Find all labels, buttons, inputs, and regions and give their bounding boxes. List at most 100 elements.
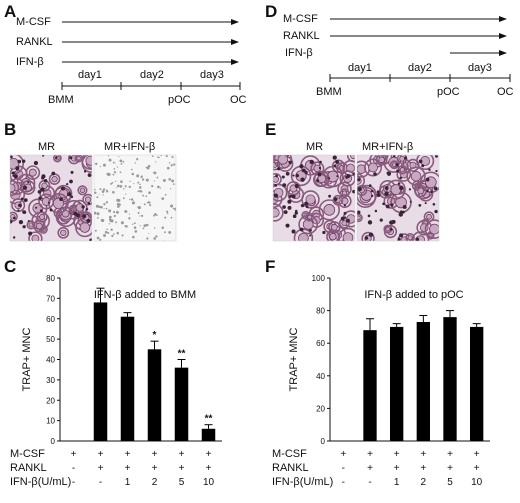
chart-f-y-tick-label: 20 bbox=[316, 404, 325, 413]
chart-f-row-marker: + bbox=[394, 449, 400, 460]
micrograph-b-mr-label: MR bbox=[38, 141, 55, 153]
chart-c-row-marker: 1 bbox=[125, 477, 131, 488]
chart-c-y-tick-label: 0 bbox=[51, 437, 56, 446]
chart-f-row-marker: - bbox=[342, 463, 345, 474]
chart-c-row-marker: + bbox=[98, 463, 104, 474]
timeline-d-day2: day2 bbox=[408, 62, 432, 74]
timeline-a-bmm: BMM bbox=[48, 94, 74, 106]
chart-f-row-marker: + bbox=[420, 463, 426, 474]
micrograph-e-mr-label: MR bbox=[306, 141, 323, 153]
micrograph-e-mr bbox=[272, 154, 356, 242]
chart-c-row-marker: + bbox=[152, 463, 158, 474]
chart-f-y-tick-label: 80 bbox=[316, 307, 325, 316]
chart-c-row-marker: + bbox=[179, 463, 185, 474]
chart-c-significance: * bbox=[153, 330, 157, 341]
chart-c-row-marker: + bbox=[125, 449, 131, 460]
timeline-a-day3: day3 bbox=[200, 69, 224, 81]
chart-f-row-label-mcsf: M-CSF bbox=[272, 448, 307, 460]
chart-c-bar bbox=[174, 367, 189, 441]
timeline-d-bmm: BMM bbox=[316, 86, 342, 98]
chart-c-bar bbox=[120, 316, 135, 441]
chart-f-bar bbox=[470, 326, 484, 441]
timeline-a-rankl-label: RANKL bbox=[16, 36, 53, 48]
chart-f-row-marker: + bbox=[367, 463, 373, 474]
chart-c: 0 10 20 30 40 50 60 70 80 TRAP+ MNC IFN-β added to… bbox=[10, 274, 222, 488]
chart-c-row-marker: + bbox=[206, 463, 212, 474]
chart-c-row-marker: - bbox=[72, 463, 75, 474]
panel-label-f: F bbox=[265, 257, 275, 276]
chart-f-row-marker: 5 bbox=[447, 477, 453, 488]
chart-c-y-tick-label: 80 bbox=[46, 274, 55, 283]
chart-f-y-tick-label: 40 bbox=[316, 372, 325, 381]
chart-f-row-marker: + bbox=[447, 449, 453, 460]
timeline-d-poc: pOC bbox=[437, 86, 460, 98]
chart-f-row-marker: - bbox=[368, 477, 371, 488]
chart-c-row-marker: - bbox=[72, 477, 75, 488]
chart-c-row-marker: 2 bbox=[152, 477, 158, 488]
chart-f-y-tick-label: 0 bbox=[321, 437, 326, 446]
micrograph-b-mr-ifn bbox=[93, 154, 177, 242]
chart-c-bar bbox=[147, 349, 162, 441]
timeline-d-ifn-label: IFN-β bbox=[285, 47, 313, 59]
chart-f-annotation: IFN-β added to pOC bbox=[364, 289, 463, 301]
panel-label-c: C bbox=[4, 257, 16, 276]
chart-f-row-marker: 1 bbox=[394, 477, 400, 488]
micrograph-b-mr bbox=[9, 154, 93, 242]
chart-f-row-marker: 10 bbox=[471, 477, 483, 488]
timeline-d-rankl-label: RANKL bbox=[283, 30, 320, 42]
chart-f: 0 20 40 60 80 100 TRAP+ MNC IFN-β added to pOC M… bbox=[272, 274, 490, 488]
chart-c-row-marker: 10 bbox=[203, 477, 215, 488]
panel-label-a: A bbox=[4, 2, 16, 21]
timeline-a-oc: OC bbox=[230, 94, 247, 106]
chart-f-row-marker: + bbox=[394, 463, 400, 474]
chart-f-row-marker: + bbox=[420, 449, 426, 460]
chart-c-row-marker: - bbox=[99, 477, 102, 488]
chart-c-y-tick-label: 40 bbox=[46, 356, 55, 365]
timeline-a-day2: day2 bbox=[140, 69, 164, 81]
micrograph-e-mr-ifn bbox=[356, 154, 440, 242]
panel-label-e: E bbox=[265, 120, 276, 139]
chart-c-y-tick-label: 30 bbox=[46, 376, 55, 385]
timeline-a-ifn-label: IFN-β bbox=[16, 56, 44, 68]
chart-f-bar bbox=[363, 330, 377, 441]
timeline-d-mcsf-label: M-CSF bbox=[283, 13, 318, 25]
timeline-d-oc: OC bbox=[497, 86, 514, 98]
chart-c-row-marker: + bbox=[152, 449, 158, 460]
chart-c-row-marker: + bbox=[71, 449, 77, 460]
chart-f-row-label-ifn: IFN-β(U/mL) bbox=[272, 476, 333, 488]
chart-f-bar bbox=[443, 317, 457, 441]
panel-label-d: D bbox=[265, 2, 277, 21]
chart-f-y-tick-label: 60 bbox=[316, 339, 325, 348]
chart-c-y-tick-label: 20 bbox=[46, 396, 55, 405]
chart-f-row-marker: + bbox=[447, 463, 453, 474]
chart-c-row-marker: + bbox=[206, 449, 212, 460]
chart-f-bar bbox=[390, 326, 404, 441]
timeline-d-day3: day3 bbox=[468, 62, 492, 74]
chart-c-y-tick-label: 50 bbox=[46, 335, 55, 344]
timeline-a-mcsf-label: M-CSF bbox=[16, 16, 51, 28]
chart-f-row-marker: 2 bbox=[421, 477, 427, 488]
chart-f-row-marker: + bbox=[340, 449, 346, 460]
chart-c-row-label-rankl: RANKL bbox=[10, 462, 47, 474]
chart-c-significance: ** bbox=[178, 349, 186, 360]
chart-f-row-marker: - bbox=[342, 477, 345, 488]
chart-c-y-axis-label: TRAP+ MNC bbox=[21, 328, 33, 392]
chart-c-annotation: IFN-β added to BMM bbox=[94, 289, 196, 301]
chart-c-row-label-mcsf: M-CSF bbox=[10, 448, 45, 460]
chart-f-y-tick-label: 100 bbox=[312, 274, 326, 283]
chart-f-row-marker: + bbox=[474, 449, 480, 460]
chart-c-y-tick-label: 70 bbox=[46, 294, 55, 303]
micrograph-e-mr-ifn-label: MR+IFN-β bbox=[362, 141, 413, 153]
chart-c-y-tick-label: 60 bbox=[46, 315, 55, 324]
chart-c-bar bbox=[93, 302, 108, 441]
chart-f-row-label-rankl: RANKL bbox=[272, 462, 309, 474]
chart-c-row-label-ifn: IFN-β(U/mL) bbox=[10, 476, 71, 488]
chart-f-row-marker: + bbox=[474, 463, 480, 474]
chart-c-bar bbox=[201, 428, 216, 441]
timeline-a-day1: day1 bbox=[78, 69, 102, 81]
chart-c-significance: ** bbox=[205, 414, 213, 425]
chart-f-y-axis-label: TRAP+ MNC bbox=[288, 328, 300, 392]
timeline-d-day1: day1 bbox=[348, 62, 372, 74]
chart-c-row-marker: 5 bbox=[179, 477, 185, 488]
